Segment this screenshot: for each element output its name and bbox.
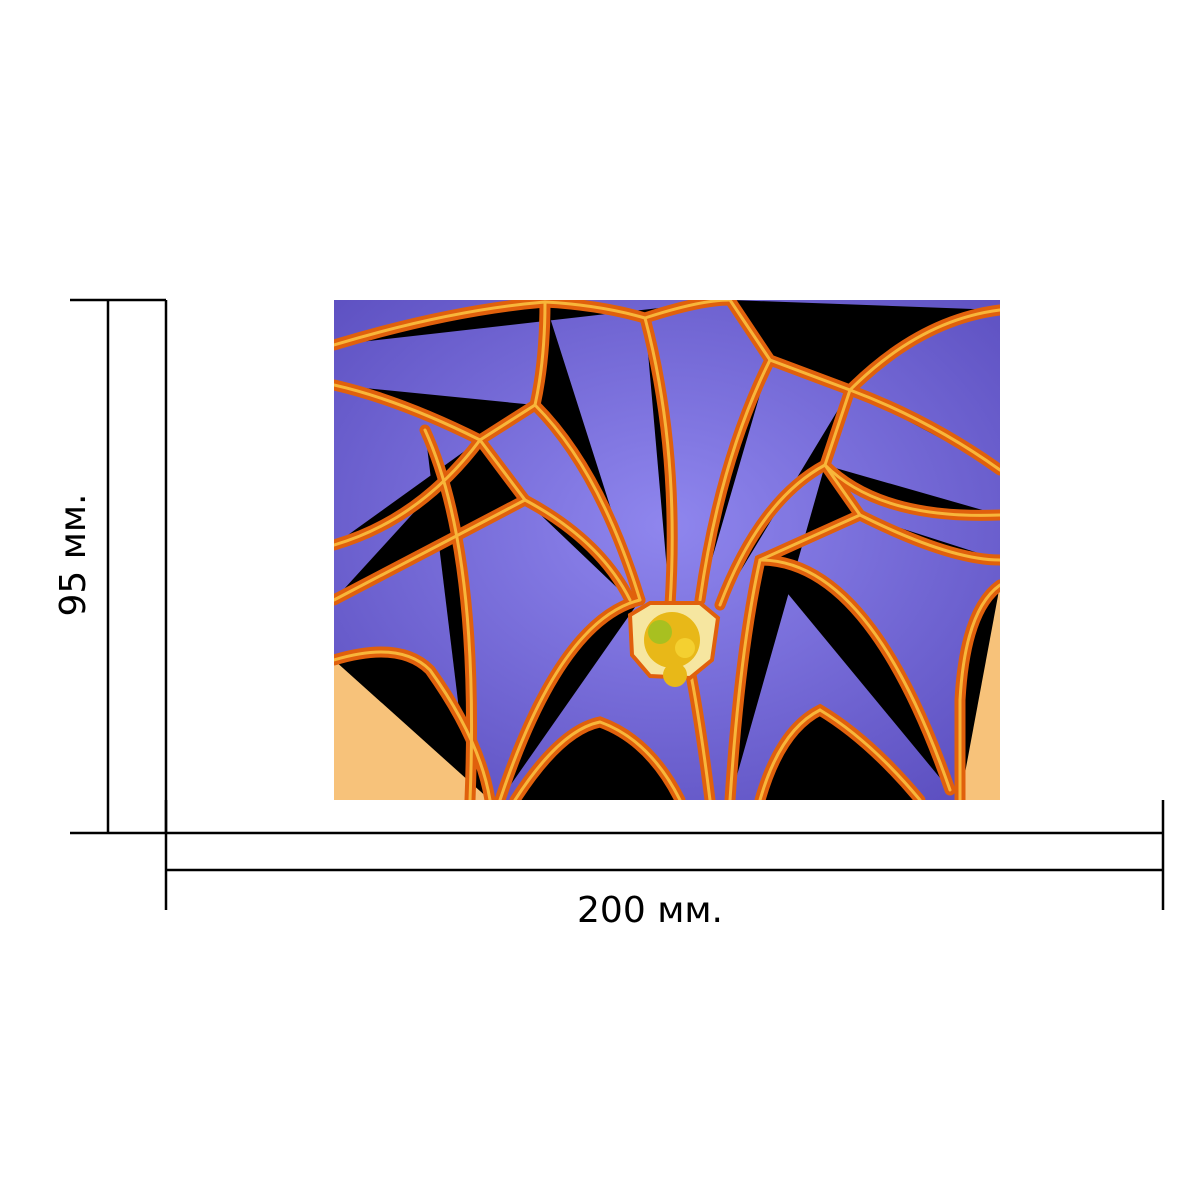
height-dimension: 95 мм. bbox=[53, 298, 168, 833]
width-label: 200 мм. bbox=[577, 890, 723, 931]
photo bbox=[334, 300, 1000, 800]
width-dimension: 200 мм. bbox=[70, 800, 1165, 931]
height-label: 95 мм. bbox=[53, 493, 94, 616]
